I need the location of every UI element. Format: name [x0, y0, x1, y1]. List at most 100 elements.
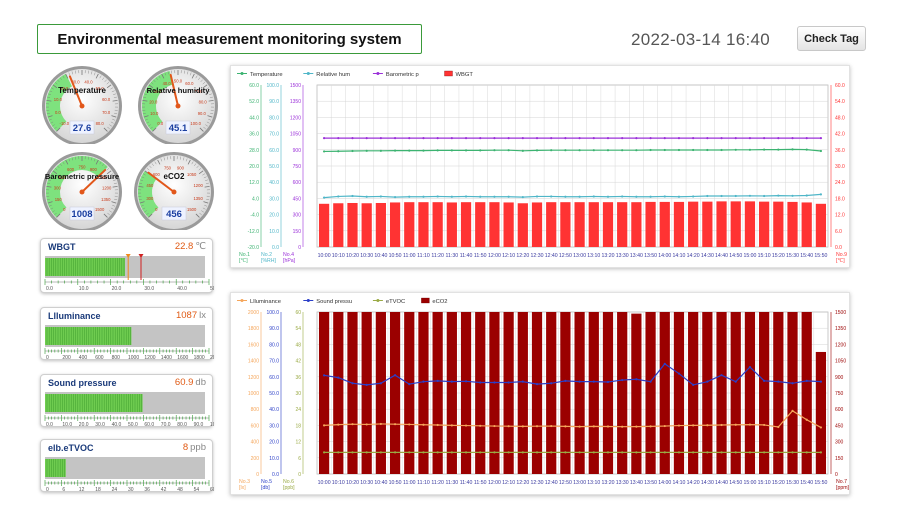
gauge-tick	[49, 90, 53, 93]
axis-tick-label: 40.0	[269, 407, 279, 413]
data-point-relative-hum	[535, 195, 539, 198]
gauge-tick	[47, 115, 53, 118]
data-point-temperature	[777, 148, 780, 151]
data-point-temperature	[365, 149, 368, 152]
axis-tick-label: 1050	[290, 132, 301, 138]
data-point-barometric-p	[408, 137, 411, 140]
data-point-relative-hum	[422, 195, 425, 198]
gauge-tick	[149, 165, 152, 169]
data-point-barometric-p	[422, 137, 425, 140]
x-tick-label: 13:30	[616, 480, 629, 486]
gauge-tick-label: 80.0	[96, 121, 105, 126]
gauge-tick	[112, 99, 118, 102]
axis-unit: [db]	[261, 485, 270, 491]
axis-tick-label: 44.0	[249, 115, 259, 121]
axis-tick-label: 18.0	[835, 196, 845, 202]
x-tick-label: 13:40	[630, 480, 643, 486]
gauge-tick	[106, 82, 110, 85]
x-tick-label: 12:40	[545, 253, 558, 259]
data-point-sound-pressu	[621, 378, 624, 382]
x-tick-label: 13:50	[644, 480, 657, 486]
gauge-tick	[54, 212, 57, 216]
x-tick-label: 10:10	[332, 480, 345, 486]
bar-wbgt	[716, 201, 727, 247]
data-point-barometric-p	[663, 137, 666, 140]
check-tag-button[interactable]: Check Tag	[797, 26, 866, 51]
gauge-tick	[163, 157, 165, 161]
axis-tick-label: 36	[295, 375, 301, 381]
gauge-tick-label: 70.0	[194, 89, 203, 94]
axis-tick-label: 2000	[248, 310, 259, 316]
bar-wbgt	[588, 202, 599, 247]
gauge-tick	[202, 82, 206, 85]
gauge-tick	[106, 170, 112, 175]
data-point-etvoc	[663, 451, 666, 454]
gauge-tick	[187, 71, 189, 75]
x-tick-label: 13:00	[573, 253, 586, 259]
data-point-relative-hum	[663, 195, 666, 198]
bar-wbgt	[503, 202, 514, 247]
meter-scale-label: 50.0	[128, 422, 138, 428]
axis-tick-label: 150	[293, 229, 302, 235]
bar-wbgt	[773, 201, 784, 247]
data-point-etvoc	[550, 451, 553, 454]
gauge-tick	[142, 173, 146, 176]
data-point-sound-pressu	[479, 381, 482, 384]
data-point-etvoc	[337, 451, 340, 454]
data-point-etvoc	[493, 451, 496, 454]
x-tick-label: 14:30	[701, 480, 714, 486]
x-tick-label: 10:50	[389, 480, 402, 486]
data-point-llluminance	[337, 423, 340, 426]
axis-name: No.9	[836, 252, 847, 258]
data-point-sound-pressu	[337, 376, 340, 379]
gauge-green-zone	[138, 170, 159, 218]
meter-scale-label: 36	[144, 487, 150, 493]
gauge-tick	[75, 70, 77, 74]
gauge-tick-label: 10.0	[150, 111, 159, 116]
axis-tick-label: 1500	[835, 310, 846, 316]
data-point-temperature	[819, 149, 823, 153]
data-point-sound-pressu	[535, 382, 539, 386]
legend-label: Llluminance	[250, 299, 281, 305]
gauge-tick	[48, 179, 52, 182]
axis-tick-label: 24	[295, 407, 301, 413]
x-tick-label: 12:30	[531, 480, 544, 486]
bar-eco2	[588, 312, 599, 474]
data-point-etvoc	[635, 451, 638, 454]
gauge-tick	[57, 165, 60, 169]
gauge-tick	[106, 84, 112, 89]
page-title: Environmental measurement monitoring sys…	[37, 24, 422, 54]
meter-scale-label: 30.0	[144, 286, 154, 292]
data-point-llluminance	[436, 423, 439, 427]
x-tick-label: 15:10	[758, 480, 771, 486]
gauge-tick	[205, 182, 209, 184]
x-tick-label: 10:50	[389, 253, 402, 259]
gauge-label: Relative humidity	[147, 86, 211, 95]
legend-label: WBGT	[456, 72, 474, 78]
data-point-relative-hum	[791, 194, 794, 197]
gauge-tick	[46, 113, 50, 115]
bar-eco2	[333, 312, 344, 474]
gauge-tick	[91, 71, 93, 75]
meter-fill	[45, 459, 66, 477]
gauge-tick	[68, 158, 71, 162]
legend-marker	[376, 299, 380, 302]
data-point-etvoc	[365, 451, 368, 454]
axis-tick-label: 200	[251, 456, 260, 462]
x-tick-label: 11:00	[403, 480, 416, 486]
gauge-tick-label: 1350	[101, 197, 111, 202]
axis-tick-label: 300	[293, 213, 302, 219]
data-point-etvoc	[606, 451, 610, 454]
bar-eco2	[773, 312, 784, 474]
axis-tick-label: 600	[293, 180, 302, 186]
gauge-value: 1008	[71, 209, 92, 220]
gauge-tick	[146, 212, 149, 216]
meter-scale-label: 800	[112, 355, 121, 361]
gauge-value: 27.6	[73, 123, 92, 134]
gauge-tick	[71, 157, 73, 161]
gauge-tick	[59, 77, 62, 81]
data-point-temperature	[450, 149, 453, 152]
bar-eco2	[517, 312, 528, 474]
gauge-tick	[148, 213, 153, 218]
